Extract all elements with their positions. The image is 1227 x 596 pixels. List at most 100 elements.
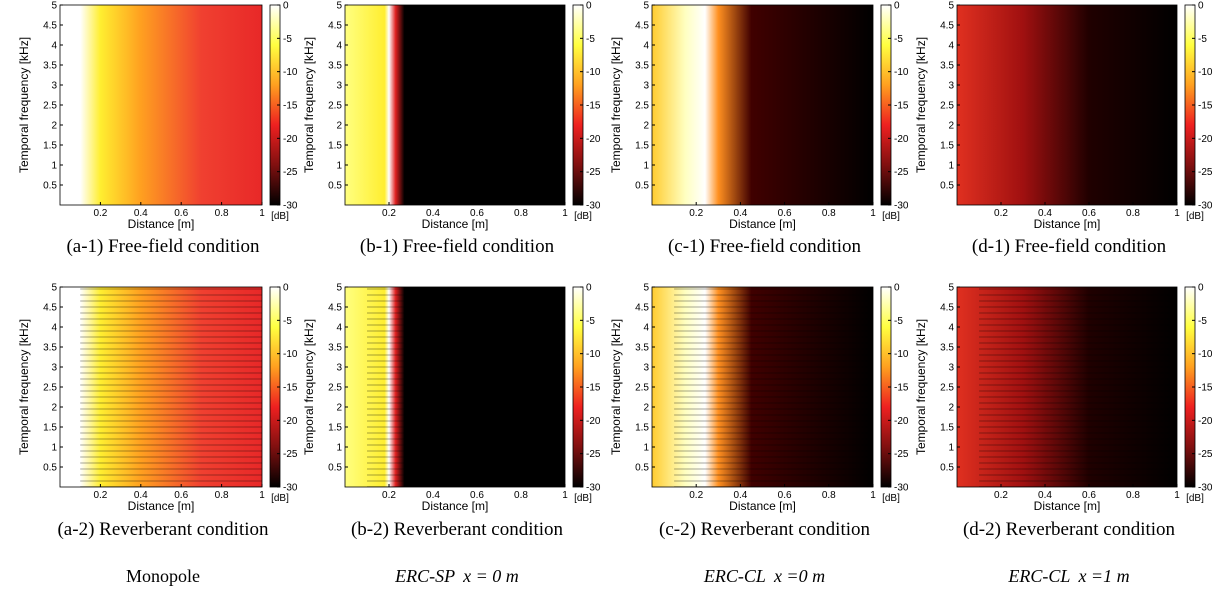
x-tick-label: 0.2 [994,208,1008,219]
x-tick-label: 0.2 [93,490,107,501]
x-tick-label: 1 [1174,208,1180,219]
y-tick-label: 3.5 [635,61,649,72]
y-tick-label: 0.5 [940,463,954,474]
colorbar-tick-label: -15 [283,101,298,112]
y-tick-label: 2.5 [940,101,954,112]
colorbar-tick-label: -20 [283,134,298,145]
x-tick-label: 0.4 [733,490,747,501]
colorbar-tick-label: -30 [894,483,909,494]
y-tick-label: 1 [51,161,57,172]
y-tick-label: 2.5 [940,383,954,394]
heatmap [345,5,565,205]
colorbar-tick-label: -25 [283,449,298,460]
panel-caption: (b-1) Free-field condition [360,236,555,257]
y-tick-label: 4 [948,41,954,52]
y-axis-label: Temporal frequency [kHz] [17,37,31,173]
x-axis-label: Distance [m] [1034,499,1101,513]
colorbar-tick-label: 0 [283,1,289,12]
colorbar-tick-label: -20 [1198,134,1213,145]
y-tick-label: 2 [948,121,954,132]
y-tick-label: 4 [51,41,57,52]
column-equation: x =1 m [1077,566,1129,586]
colorbar-tick-label: -30 [283,201,298,212]
column-method: Monopole [126,566,200,586]
y-tick-label: 1.5 [43,423,57,434]
y-tick-label: 1 [336,161,342,172]
y-tick-label: 3 [336,81,342,92]
y-tick-label: 1 [948,161,954,172]
colorbar-tick-label: -10 [894,67,909,78]
x-tick-label: 0.8 [822,208,836,219]
column-method: ERC-CL [1007,566,1070,586]
y-tick-label: 4 [51,323,57,334]
y-tick-label: 1.5 [328,141,342,152]
y-tick-label: 2 [51,403,57,414]
x-tick-label: 0.4 [733,208,747,219]
y-tick-label: 2.5 [328,383,342,394]
y-tick-label: 4.5 [328,303,342,314]
x-tick-label: 0.8 [514,490,528,501]
x-tick-label: 0.8 [215,490,229,501]
y-tick-label: 3.5 [43,343,57,354]
x-tick-label: 0.6 [1082,490,1096,501]
colorbar-unit: [dB] [1186,493,1204,504]
y-tick-label: 2.5 [328,101,342,112]
panel-caption: (d-2) Reverberant condition [963,519,1176,540]
y-tick-label: 0.5 [43,181,57,192]
colorbar-tick-label: -20 [894,134,909,145]
colorbar-tick-label: -25 [586,449,601,460]
colorbar-tick-label: -15 [586,101,601,112]
y-tick-label: 4 [336,41,342,52]
y-tick-label: 2 [643,403,649,414]
x-tick-label: 0.4 [1038,490,1052,501]
colorbar-unit: [dB] [574,493,592,504]
colorbar-tick-label: -20 [1198,416,1213,427]
y-tick-label: 4.5 [940,21,954,32]
x-tick-label: 0.8 [215,208,229,219]
colorbar-tick-label: -10 [894,349,909,360]
colorbar-tick-label: -25 [894,449,909,460]
y-tick-label: 0.5 [635,181,649,192]
colorbar-tick-label: -25 [894,167,909,178]
heatmap [652,5,873,205]
x-tick-label: 0.4 [426,490,440,501]
y-tick-label: 2 [336,121,342,132]
y-tick-label: 3.5 [328,61,342,72]
y-tick-label: 4.5 [43,21,57,32]
y-tick-label: 0.5 [328,463,342,474]
y-tick-label: 3.5 [940,343,954,354]
colorbar-tick-label: -5 [586,316,595,327]
colorbar-unit: [dB] [882,493,900,504]
colorbar-tick-label: 0 [894,1,900,12]
y-tick-label: 3 [948,363,954,374]
colorbar-unit: [dB] [882,211,900,222]
x-tick-label: 0.4 [426,208,440,219]
x-axis-label: Distance [m] [1034,217,1101,231]
y-tick-label: 4 [643,41,649,52]
y-tick-label: 4.5 [635,21,649,32]
x-tick-label: 0.4 [134,208,148,219]
y-tick-label: 4 [643,323,649,334]
colorbar-tick-label: -15 [586,383,601,394]
x-tick-label: 1 [870,208,876,219]
y-tick-label: 3.5 [328,343,342,354]
colorbar-tick-label: 0 [586,1,592,12]
colorbar-tick-label: -15 [1198,101,1213,112]
column-title: Monopole [126,566,200,586]
x-tick-label: 0.2 [382,490,396,501]
colorbar-tick-label: -25 [283,167,298,178]
y-tick-label: 3 [51,363,57,374]
column-method: ERC-SP [394,566,455,586]
colorbar-tick-label: -20 [586,134,601,145]
x-tick-label: 0.6 [778,490,792,501]
x-axis-label: Distance [m] [422,217,489,231]
y-axis-label: Temporal frequency [kHz] [302,319,316,455]
colorbar-tick-label: -20 [586,416,601,427]
panel-caption: (b-2) Reverberant condition [351,519,564,540]
y-tick-label: 0.5 [940,181,954,192]
y-tick-label: 1 [643,161,649,172]
x-tick-label: 1 [562,490,568,501]
column-method: ERC-CL [703,566,766,586]
y-tick-label: 4.5 [940,303,954,314]
y-tick-label: 3.5 [940,61,954,72]
